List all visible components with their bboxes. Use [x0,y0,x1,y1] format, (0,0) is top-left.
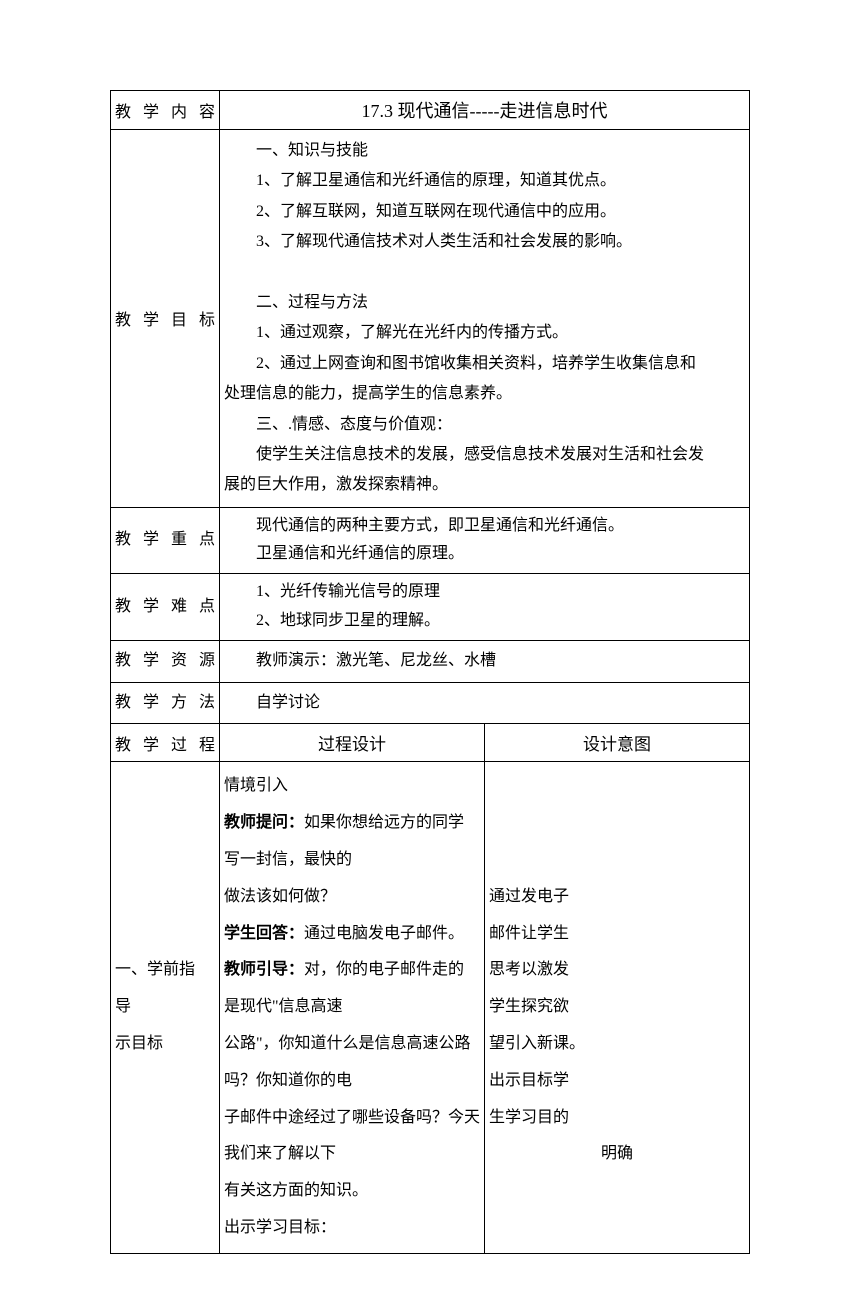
key-l2: 卫星通信和光纤通信的原理。 [224,540,745,569]
label-content: 教学内容 [111,91,220,130]
goal-h2: 二、过程与方法 [224,288,745,318]
design-p6: 公路"，你知道什么是信息高速公路吗？你知道你的电 [224,1026,480,1100]
goal-l5b: 处理信息的能力，提高学生的信息素养。 [224,379,745,409]
goal-l5a: 2、通过上网查询和图书馆收集相关资料，培养学生收集信息和 [224,349,745,379]
intent-l5: 望引入新课。 [489,1026,745,1063]
guide-l3: 示目标 [115,1026,215,1063]
intent-l1: 通过发电子 [489,879,745,916]
goal-l6a: 使学生关注信息技术的发展，感受信息技术发展对生活和社会发 [224,440,745,470]
difficulty-content: 1、光纤传输光信号的原理 2、地球同步卫星的理解。 [220,574,750,641]
label-key: 教学重点 [111,507,220,574]
design-body: 情境引入 教师提问：如果你想给远方的同学写一封信，最快的 做法该如何做？ 学生回… [220,762,485,1253]
resource-content: 教师演示：激光笔、尼龙丝、水槽 [220,640,750,682]
goal-l3: 3、了解现代通信技术对人类生活和社会发展的影响。 [224,227,745,257]
guide-l2: 导 [115,989,215,1026]
label-method: 教学方法 [111,682,220,724]
design-p7: 子邮件中途经过了哪些设备吗？今天我们来了解以下 [224,1100,480,1174]
label-goal: 教学目标 [111,130,220,508]
goal-l2: 2、了解互联网，知道互联网在现代通信中的应用。 [224,197,745,227]
goal-h1: 一、知识与技能 [224,136,745,166]
goal-l6b: 展的巨大作用，激发探索精神。 [224,470,745,500]
intent-l4: 学生探究欲 [489,989,745,1026]
label-difficulty: 教学难点 [111,574,220,641]
design-p2: 教师提问：如果你想给远方的同学写一封信，最快的 [224,805,480,879]
left-guide: 一、学前指 导 示目标 [111,762,220,1253]
intent-l6: 出示目标学 [489,1063,745,1100]
method-content: 自学讨论 [220,682,750,724]
lesson-plan-table: 教学内容 17.3 现代通信-----走进信息时代 教学目标 一、知识与技能 1… [110,90,750,1254]
guide-l1: 一、学前指 [115,952,215,989]
goal-l4: 1、通过观察，了解光在光纤内的传播方式。 [224,318,745,348]
design-p8: 有关这方面的知识。 [224,1173,480,1210]
design-p1: 情境引入 [224,768,480,805]
intent-body: 通过发电子 邮件让学生 思考以激发 学生探究欲 望引入新课。 出示目标学 生学习… [485,762,750,1253]
goal-h3: 三、.情感、态度与价值观： [224,410,745,440]
goal-content: 一、知识与技能 1、了解卫星通信和光纤通信的原理，知道其优点。 2、了解互联网，… [220,130,750,508]
key-content: 现代通信的两种主要方式，即卫星通信和光纤通信。 卫星通信和光纤通信的原理。 [220,507,750,574]
header-intent: 设计意图 [485,724,750,762]
design-p4: 学生回答：通过电脑发电子邮件。 [224,916,480,953]
header-design: 过程设计 [220,724,485,762]
key-l1: 现代通信的两种主要方式，即卫星通信和光纤通信。 [224,512,745,541]
difficulty-l1: 1、光纤传输光信号的原理 [224,578,745,607]
intent-l8: 明确 [489,1136,745,1173]
label-resource: 教学资源 [111,640,220,682]
intent-l7: 生学习目的 [489,1100,745,1137]
lesson-title: 17.3 现代通信-----走进信息时代 [220,91,750,130]
design-p3: 做法该如何做？ [224,879,480,916]
goal-l1: 1、了解卫星通信和光纤通信的原理，知道其优点。 [224,166,745,196]
intent-l3: 思考以激发 [489,952,745,989]
label-process: 教学过程 [111,724,220,762]
intent-l2: 邮件让学生 [489,916,745,953]
difficulty-l2: 2、地球同步卫星的理解。 [224,607,745,636]
design-p5: 教师引导：对，你的电子邮件走的是现代"信息高速 [224,952,480,1026]
